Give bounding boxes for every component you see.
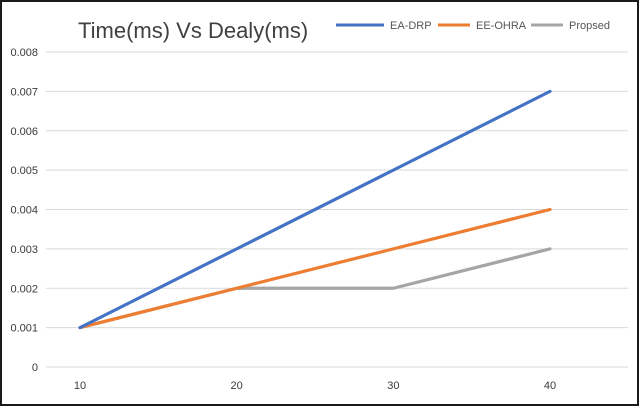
series-lines (78, 89, 552, 330)
chart-title: Time(ms) Vs Dealy(ms) (78, 18, 308, 43)
grid-lines (46, 51, 628, 368)
x-axis-ticks: 10 20 30 40 (74, 380, 556, 392)
y-tick-label: 0 (32, 362, 38, 374)
y-axis-ticks: 0 0.001 0.002 0.003 0.004 0.005 0.006 0.007 0.00… (10, 47, 38, 374)
y-tick-label: 0.007 (10, 86, 38, 98)
x-tick-label: 30 (387, 380, 399, 392)
x-tick-label: 10 (74, 380, 86, 392)
y-tick-label: 0.005 (10, 165, 38, 177)
legend-label-ee-ohra: EE-OHRA (476, 20, 527, 32)
legend: EA-DRP EE-OHRA Propsed (336, 20, 610, 32)
y-tick-label: 0.001 (10, 323, 38, 335)
x-tick-label: 20 (231, 380, 243, 392)
series-line-ee-ohra (78, 207, 552, 330)
y-tick-label: 0.008 (10, 47, 38, 59)
series-line-ea-drp (78, 89, 552, 330)
legend-label-propsed: Propsed (569, 20, 610, 32)
y-tick-label: 0.003 (10, 244, 38, 256)
y-tick-label: 0.004 (10, 205, 38, 217)
y-tick-label: 0.006 (10, 126, 38, 138)
x-tick-label: 40 (544, 380, 556, 392)
y-tick-label: 0.002 (10, 283, 38, 295)
legend-label-ea-drp: EA-DRP (390, 20, 432, 32)
